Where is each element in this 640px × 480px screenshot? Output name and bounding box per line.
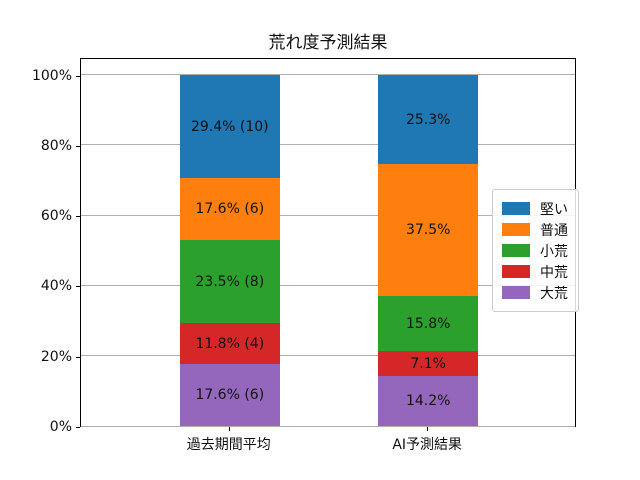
segment-value-label: 17.6% (6) xyxy=(195,387,265,403)
segment-value-label: 25.3% xyxy=(405,111,451,128)
bar-AI予測結果: 14.2% 7.1% 15.8% 37.5% 25.3% xyxy=(378,57,479,426)
y-tick-mark xyxy=(76,75,80,77)
x-tick-mark xyxy=(228,427,230,431)
segment-value-label: 11.8% (4) xyxy=(195,335,265,352)
segment-value-label: 17.6% (6) xyxy=(195,201,265,217)
legend-swatch-icon xyxy=(502,286,530,299)
y-tick-label-100%: 100% xyxy=(31,67,72,84)
y-tick-label-60%: 60% xyxy=(40,208,72,225)
y-tick-label-20%: 20% xyxy=(40,348,72,365)
segment-value-label: 29.4% (10) xyxy=(190,118,269,135)
legend-label: 普通 xyxy=(540,222,568,239)
legend-swatch-icon xyxy=(502,202,530,215)
legend-row-中荒: 中荒 xyxy=(502,261,568,282)
legend-row-小荒: 小荒 xyxy=(502,240,568,261)
chart-title: 荒れ度予測結果 xyxy=(268,33,388,53)
legend-label: 大荒 xyxy=(540,285,568,302)
legend-row-大荒: 大荒 xyxy=(502,282,568,303)
gridline-80% xyxy=(81,144,575,146)
legend-label: 小荒 xyxy=(540,243,568,260)
legend-row-堅い: 堅い xyxy=(502,198,568,219)
gridline-0% xyxy=(81,425,575,427)
bar-segment-過去期間平均-小荒: 23.5% (8) xyxy=(179,240,280,323)
x-tick-label-過去期間平均: 過去期間平均 xyxy=(186,437,271,453)
gridline-60% xyxy=(81,214,575,216)
y-tick-mark xyxy=(76,427,80,428)
bar-過去期間平均: 17.6% (6) 11.8% (4) 23.5% (8) 17.6% (6) 29.4… xyxy=(179,57,280,426)
y-tick-mark xyxy=(76,216,80,218)
y-tick-mark xyxy=(76,286,80,288)
bar-segment-AI予測結果-大荒: 14.2% xyxy=(378,376,479,426)
segment-value-label: 15.8% xyxy=(405,315,451,332)
x-tick-mark xyxy=(427,427,429,431)
legend-label: 堅い xyxy=(540,201,568,218)
y-tick-label-0%: 0% xyxy=(49,419,72,435)
legend-swatch-icon xyxy=(502,244,530,257)
bar-segment-AI予測結果-中荒: 7.1% xyxy=(378,351,479,376)
y-tick-mark xyxy=(76,145,80,147)
y-tick-label-40%: 40% xyxy=(40,278,72,295)
segment-value-label: 23.5% (8) xyxy=(195,273,265,290)
bar-segment-過去期間平均-普通: 17.6% (6) xyxy=(179,178,280,240)
segment-value-label: 14.2% xyxy=(405,393,451,409)
gridline-100% xyxy=(81,74,575,76)
bar-segment-過去期間平均-堅い: 29.4% (10) xyxy=(179,75,280,178)
y-tick-mark xyxy=(76,356,80,358)
bar-segment-過去期間平均-中荒: 11.8% (4) xyxy=(179,323,280,364)
legend-label: 中荒 xyxy=(540,264,568,281)
bar-segment-AI予測結果-普通: 37.5% xyxy=(378,164,479,296)
gridline-20% xyxy=(81,355,575,357)
legend-row-普通: 普通 xyxy=(502,219,568,240)
legend-swatch-icon xyxy=(502,265,530,278)
segment-value-label: 7.1% xyxy=(410,355,446,372)
gridline-40% xyxy=(81,284,575,286)
bar-segment-過去期間平均-大荒: 17.6% (6) xyxy=(179,364,280,426)
bar-segment-AI予測結果-小荒: 15.8% xyxy=(378,296,479,351)
legend-swatch-icon xyxy=(502,223,530,236)
segment-value-label: 37.5% xyxy=(405,222,451,238)
bar-segment-AI予測結果-堅い: 25.3% xyxy=(378,75,479,164)
legend: 堅い普通小荒中荒大荒 xyxy=(492,189,579,312)
x-tick-label-AI予測結果: AI予測結果 xyxy=(392,437,463,453)
y-tick-label-80%: 80% xyxy=(40,137,72,154)
